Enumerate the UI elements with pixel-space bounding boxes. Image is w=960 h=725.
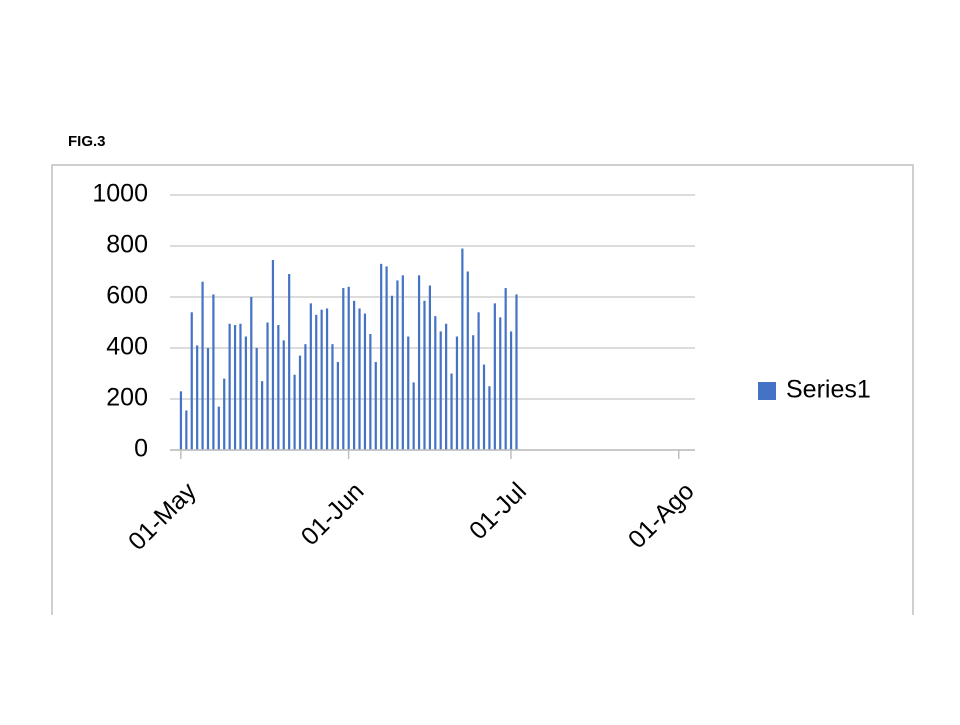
- bar: [423, 300, 426, 450]
- bar: [255, 348, 258, 450]
- bar: [417, 275, 421, 450]
- bar: [309, 303, 312, 450]
- bar: [282, 340, 285, 450]
- bar: [509, 331, 513, 450]
- bar: [244, 336, 247, 450]
- bar: [250, 297, 253, 450]
- bar: [223, 378, 226, 450]
- bar: [385, 266, 388, 450]
- bar: [515, 294, 518, 450]
- bar: [266, 322, 269, 450]
- bar: [233, 325, 237, 450]
- bar: [353, 300, 356, 450]
- bar: [477, 312, 480, 450]
- y-tick-label: 800: [106, 231, 148, 259]
- bar: [325, 308, 329, 450]
- x-tick-label: 01-Ago: [623, 477, 700, 554]
- legend-label: Series1: [786, 376, 871, 404]
- y-tick-label: 600: [106, 282, 148, 310]
- bar: [374, 362, 377, 450]
- bar: [298, 355, 302, 450]
- bar: [304, 344, 307, 450]
- bar: [434, 316, 437, 450]
- y-tick-label: 400: [106, 333, 148, 361]
- bar: [401, 275, 404, 450]
- bar: [277, 325, 280, 450]
- bar: [239, 323, 242, 450]
- bar: [185, 410, 188, 450]
- bar: [179, 391, 183, 450]
- bar: [499, 317, 502, 450]
- bar: [363, 313, 367, 450]
- y-tick-label: 0: [134, 435, 148, 463]
- bar: [390, 295, 394, 450]
- bar: [212, 294, 215, 450]
- bar: [190, 312, 193, 450]
- bar: [271, 260, 275, 450]
- x-tick-label: 01-May: [123, 477, 202, 556]
- chart-title: FIG.3: [68, 133, 106, 150]
- bar: [288, 274, 291, 450]
- y-tick-label: 200: [106, 384, 148, 412]
- bar: [293, 374, 296, 450]
- bar: [488, 386, 491, 450]
- bar: [504, 288, 507, 450]
- bar: [336, 362, 339, 450]
- bar: [331, 344, 334, 450]
- bar: [228, 323, 231, 450]
- bar: [196, 345, 199, 450]
- bar: [206, 348, 210, 450]
- y-tick-label: 1000: [92, 180, 148, 208]
- legend-swatch: [758, 382, 776, 400]
- bar: [412, 382, 415, 450]
- bar: [466, 271, 469, 450]
- chart-frame: [51, 164, 914, 615]
- bar: [369, 333, 372, 450]
- bar: [461, 248, 464, 450]
- bar: [315, 314, 318, 450]
- bar: [450, 373, 453, 450]
- bar: [407, 336, 410, 450]
- bar: [396, 280, 399, 450]
- bar: [493, 303, 496, 450]
- bar: [428, 285, 431, 450]
- bar: [201, 281, 204, 450]
- bar: [380, 263, 383, 450]
- bar: [439, 331, 442, 450]
- bar: [342, 288, 345, 450]
- x-tick-label: 01-Jun: [296, 477, 370, 551]
- bar: [472, 335, 475, 450]
- bar: [358, 308, 361, 450]
- bar: [217, 406, 220, 450]
- bar: [445, 323, 448, 450]
- bar: [261, 381, 264, 450]
- bar: [482, 364, 486, 450]
- bar: [320, 309, 323, 450]
- x-tick-label: 01-Jul: [464, 477, 532, 545]
- bar: [347, 286, 350, 450]
- bar: [455, 336, 459, 450]
